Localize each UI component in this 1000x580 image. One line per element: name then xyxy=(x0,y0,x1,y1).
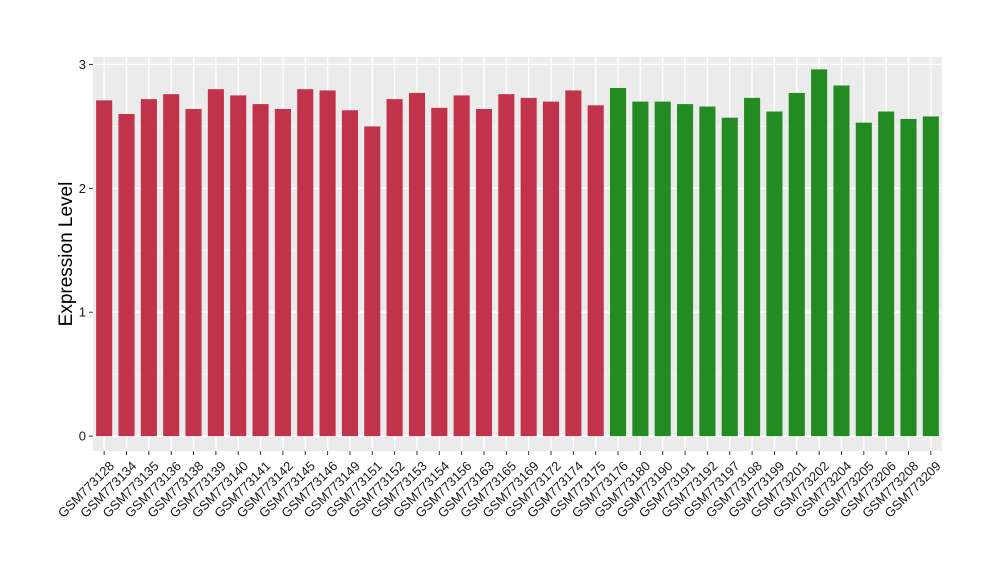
bar-GSM773175 xyxy=(587,105,604,437)
bar-GSM773208 xyxy=(900,118,917,437)
bar-GSM773209 xyxy=(922,116,939,437)
bar-GSM773201 xyxy=(788,92,805,437)
y-axis-title: Expression Level xyxy=(56,182,77,327)
bar-GSM773153 xyxy=(408,92,426,437)
y-tick-label: 3 xyxy=(79,57,86,72)
bar-GSM773174 xyxy=(565,90,582,437)
y-tick-label: 1 xyxy=(79,305,86,320)
bar-GSM773197 xyxy=(721,117,738,437)
bar-GSM773156 xyxy=(453,95,470,437)
x-axis: GSM773128GSM773134GSM773135GSM773136GSM7… xyxy=(55,451,944,521)
bar-GSM773180 xyxy=(632,101,649,437)
bar-GSM773202 xyxy=(811,69,828,437)
bar-GSM773138 xyxy=(185,109,202,437)
bars xyxy=(96,69,939,437)
bar-GSM773134 xyxy=(118,113,135,437)
bar-GSM773154 xyxy=(431,107,448,437)
bar-GSM773192 xyxy=(699,106,716,437)
bar-GSM773146 xyxy=(319,90,336,437)
bar-GSM773141 xyxy=(252,104,269,437)
bar-GSM773163 xyxy=(475,109,493,437)
y-axis: 0 1 2 3 xyxy=(79,57,93,444)
bar-GSM773199 xyxy=(766,111,783,437)
bar-GSM773198 xyxy=(744,97,761,437)
bar-GSM773205 xyxy=(855,122,872,437)
bar-GSM773190 xyxy=(654,101,671,437)
bar-GSM773176 xyxy=(609,87,627,437)
bar-GSM773149 xyxy=(341,110,358,437)
bar-GSM773165 xyxy=(498,94,515,437)
bar-GSM773135 xyxy=(140,99,157,437)
bar-GSM773128 xyxy=(96,100,113,437)
bar-GSM773140 xyxy=(230,95,247,437)
y-tick-label: 2 xyxy=(79,181,86,196)
bar-GSM773152 xyxy=(386,99,403,437)
bar-GSM773172 xyxy=(542,101,560,437)
bar-GSM773204 xyxy=(833,85,850,437)
bar-GSM773136 xyxy=(163,94,180,437)
bar-GSM773142 xyxy=(274,109,291,437)
bar-GSM773169 xyxy=(520,97,537,437)
bar-GSM773139 xyxy=(207,89,224,437)
bar-GSM773206 xyxy=(878,111,895,437)
bar-GSM773191 xyxy=(677,104,694,437)
y-tick-label: 0 xyxy=(79,429,86,444)
bar-GSM773145 xyxy=(297,89,314,437)
bar-GSM773151 xyxy=(364,126,381,437)
